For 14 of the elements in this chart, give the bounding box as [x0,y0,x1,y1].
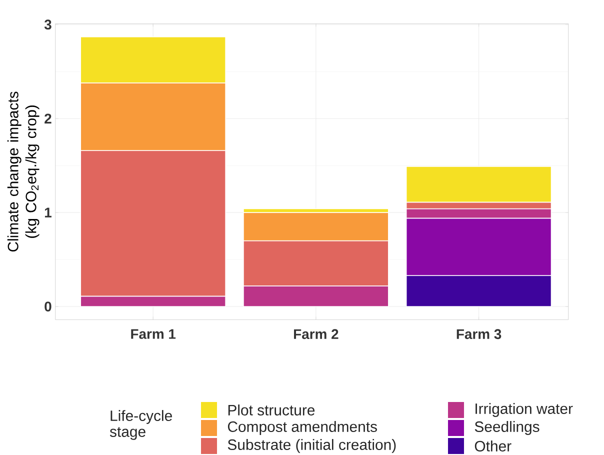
x-tick-label: Farm 1 [131,329,176,339]
legend-label: Irrigation water [476,403,573,417]
y-tick-label: 1 [44,208,52,218]
legend-label: Compost amendments [228,421,377,435]
legend-label: Plot structure [228,404,315,416]
legend-title: Life-cycle stage [110,410,172,440]
y-tick-label: 3 [44,20,52,30]
x-tick-label: Farm 3 [456,329,502,340]
legend-label: Seedlings [474,421,540,435]
legend-label: Other [474,440,512,452]
legend-label: Substrate (initial creation) [228,439,396,453]
y-tick-label: 0 [44,302,52,312]
y-tick-label: 2 [44,114,52,124]
x-tick-label: Farm 2 [294,329,338,340]
